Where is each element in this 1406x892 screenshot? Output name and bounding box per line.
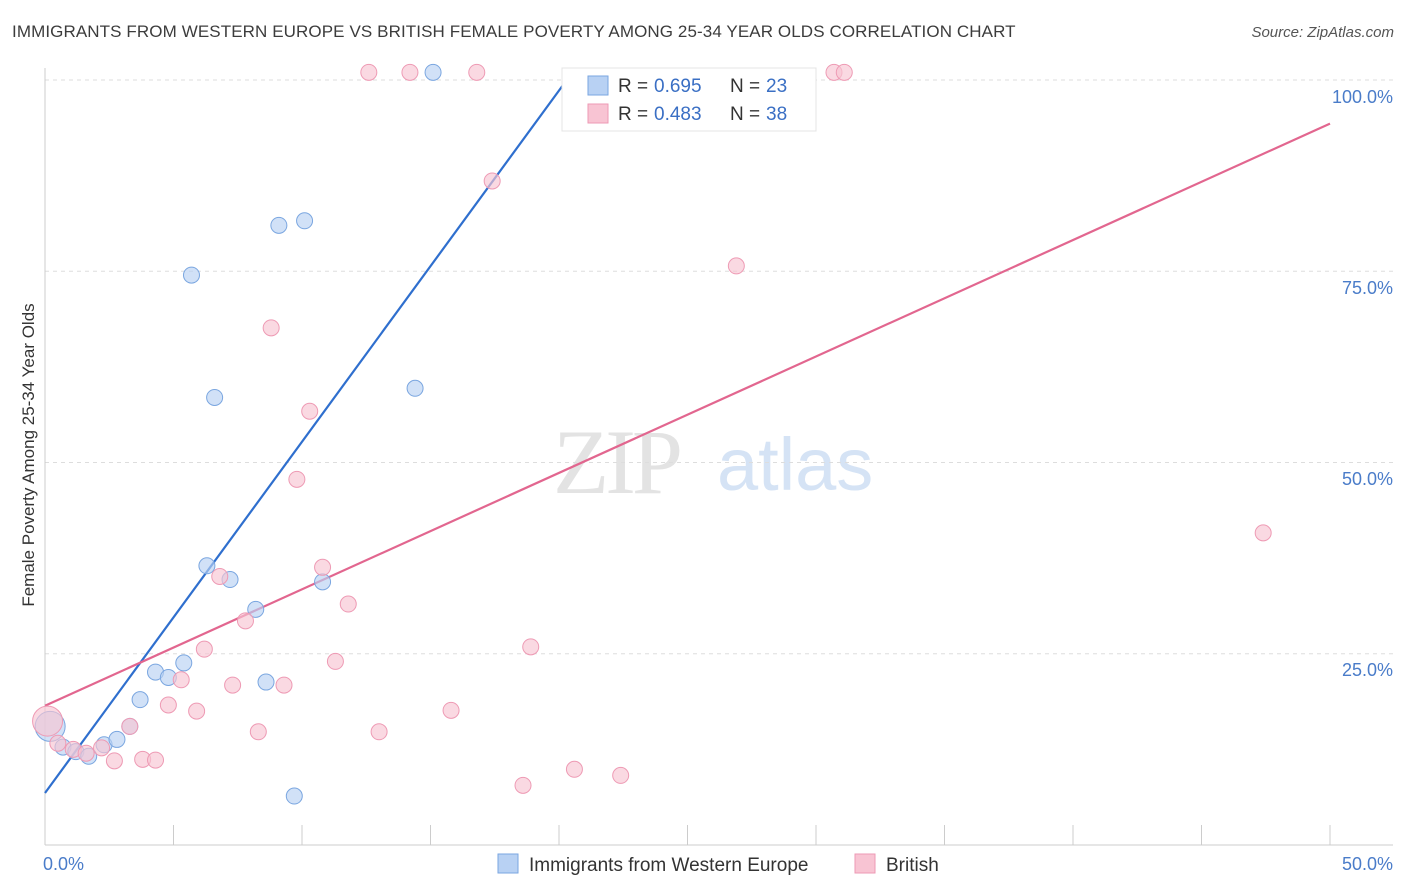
y-tick-label-100: 100.0% bbox=[1332, 87, 1393, 107]
point-western-europe-16 bbox=[257, 673, 275, 691]
y-tick-label-25: 25.0% bbox=[1342, 660, 1393, 680]
point-british-1 bbox=[49, 734, 67, 752]
legend-swatch-blue bbox=[587, 75, 609, 96]
series-legend: Immigrants from Western Europe British bbox=[497, 853, 939, 876]
point-western-europe-7 bbox=[131, 691, 149, 709]
legend-r-label-pink: R = bbox=[618, 104, 648, 125]
legend-swatch-pink bbox=[587, 103, 609, 124]
point-british-11 bbox=[188, 702, 206, 720]
point-british-32 bbox=[565, 760, 583, 778]
y-tick-label-75: 75.0% bbox=[1342, 278, 1393, 298]
stats-legend: R = 0.695 N = 23 R = 0.483 N = 38 bbox=[561, 67, 817, 132]
point-british-6 bbox=[121, 717, 139, 735]
point-british-21 bbox=[314, 558, 332, 576]
point-british-8 bbox=[147, 751, 165, 769]
point-western-europe-5 bbox=[108, 730, 126, 748]
legend-r-value-pink: 0.483 bbox=[654, 104, 702, 125]
point-british-33 bbox=[612, 766, 630, 784]
point-western-europe-15 bbox=[247, 600, 265, 618]
point-western-europe-17 bbox=[270, 216, 288, 234]
point-british-26 bbox=[401, 63, 419, 81]
legend-n-value-pink: 38 bbox=[766, 104, 787, 125]
source-credit: Source: ZipAtlas.com bbox=[1251, 24, 1394, 41]
point-british-18 bbox=[275, 676, 293, 694]
chart-title: IMMIGRANTS FROM WESTERN EUROPE VS BRITIS… bbox=[12, 22, 1016, 41]
point-british-10 bbox=[172, 671, 190, 689]
legend-n-label-blue: N = bbox=[730, 76, 760, 97]
y-tick-label-50: 50.0% bbox=[1342, 469, 1393, 489]
legend-r-label-blue: R = bbox=[618, 76, 648, 97]
trendline-western-europe bbox=[44, 79, 568, 794]
legend-n-label-pink: N = bbox=[730, 104, 760, 125]
point-british-31 bbox=[522, 638, 540, 656]
point-british-22 bbox=[326, 652, 344, 670]
bottom-legend-label-pink: British bbox=[886, 855, 939, 876]
legend-r-value-blue: 0.695 bbox=[654, 76, 702, 97]
point-western-europe-20 bbox=[314, 573, 332, 591]
point-british-37 bbox=[1254, 524, 1272, 542]
point-british-13 bbox=[211, 567, 229, 585]
bottom-legend-swatch-pink bbox=[854, 853, 876, 874]
point-british-19 bbox=[288, 470, 306, 488]
point-british-36 bbox=[835, 63, 853, 81]
point-british-12 bbox=[195, 640, 213, 658]
watermark-atlas: atlas bbox=[717, 423, 873, 506]
bottom-legend-label-blue: Immigrants from Western Europe bbox=[529, 855, 808, 876]
point-british-24 bbox=[360, 63, 378, 81]
point-british-29 bbox=[483, 172, 501, 190]
point-british-0 bbox=[32, 705, 64, 737]
y-axis-title: Female Poverty Among 25-34 Year Olds bbox=[19, 303, 38, 606]
legend-n-value-blue: 23 bbox=[766, 76, 787, 97]
point-western-europe-11 bbox=[182, 266, 200, 284]
point-western-europe-12 bbox=[198, 557, 216, 575]
point-western-europe-13 bbox=[206, 388, 224, 406]
point-british-3 bbox=[77, 744, 95, 762]
point-western-europe-22 bbox=[424, 63, 442, 81]
point-british-5 bbox=[105, 752, 123, 770]
point-british-9 bbox=[159, 696, 177, 714]
point-western-europe-18 bbox=[285, 787, 303, 805]
x-tick-label-min: 0.0% bbox=[43, 854, 84, 874]
bottom-legend-swatch-blue bbox=[497, 853, 519, 874]
point-british-34 bbox=[727, 257, 745, 275]
point-british-28 bbox=[468, 63, 486, 81]
point-british-23 bbox=[339, 595, 357, 613]
point-british-27 bbox=[442, 701, 460, 719]
x-tick-label-max: 50.0% bbox=[1342, 854, 1393, 874]
point-british-30 bbox=[514, 776, 532, 794]
point-british-17 bbox=[262, 319, 280, 337]
point-british-4 bbox=[93, 739, 111, 757]
point-british-20 bbox=[301, 402, 319, 420]
point-british-14 bbox=[224, 676, 242, 694]
point-british-15 bbox=[236, 612, 254, 630]
point-western-europe-21 bbox=[406, 379, 424, 397]
point-british-16 bbox=[249, 723, 267, 741]
point-british-25 bbox=[370, 723, 388, 741]
point-western-europe-10 bbox=[175, 654, 193, 672]
point-western-europe-19 bbox=[296, 212, 314, 230]
